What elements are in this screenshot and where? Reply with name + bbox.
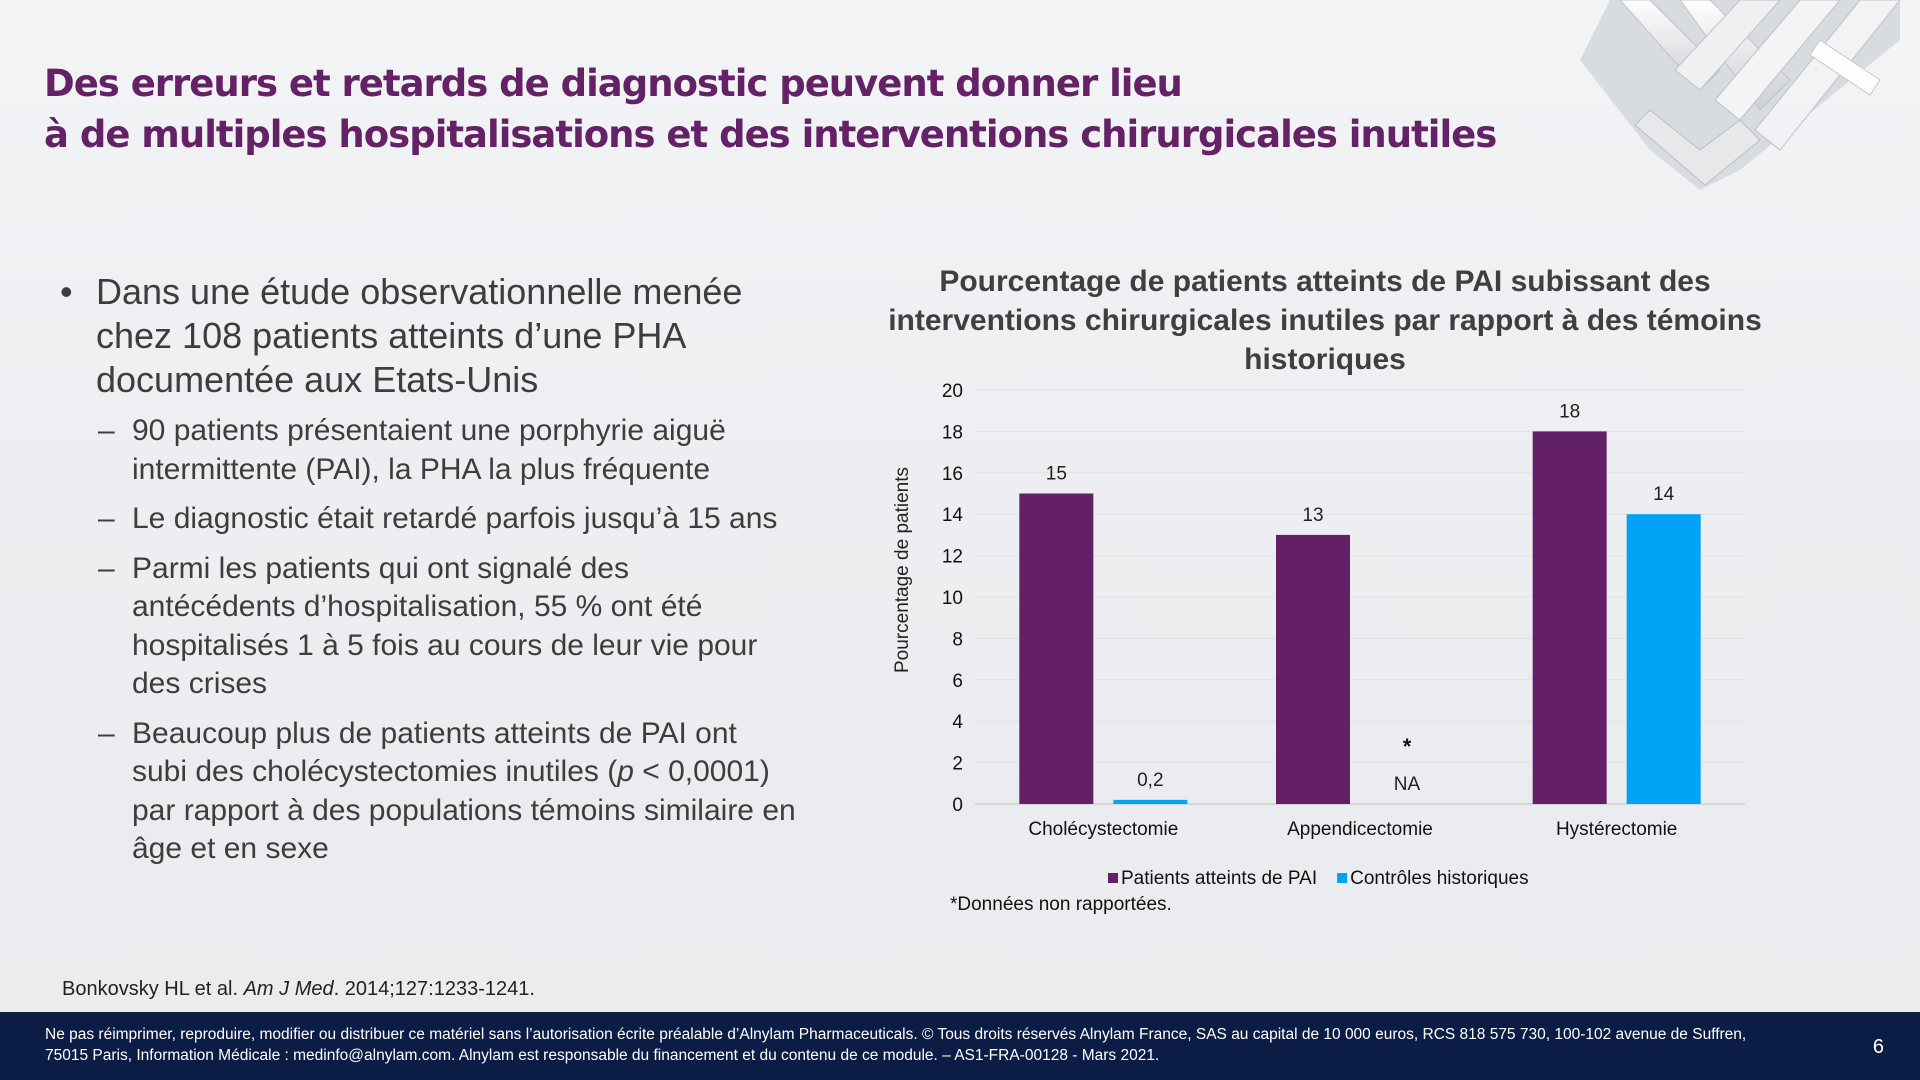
data-label: 13: [1302, 505, 1323, 526]
bullet-marker: •: [60, 271, 73, 312]
page-number: 6: [1872, 1036, 1884, 1058]
chart-footnote: *Données non rapportées.: [950, 894, 1172, 915]
reference-authors: Bonkovsky HL et al.: [62, 978, 239, 1000]
y-tick-label: 10: [942, 588, 963, 609]
legend-label: Patients atteints de PAI: [1121, 868, 1317, 889]
y-tick-label: 12: [942, 547, 963, 568]
y-tick-label: 8: [952, 629, 963, 650]
reference-journal: Am J Med: [243, 978, 334, 1000]
data-labels: 15 0,2 13 NA * 18 14: [1046, 401, 1675, 795]
slide-title: Des erreurs et retards de diagnostic peu…: [44, 58, 1497, 160]
x-tick-label: Appendicectomie: [1287, 819, 1433, 840]
sub-bullet-marker: –: [98, 414, 115, 447]
reference-details: . 2014;127:1233-1241.: [333, 978, 535, 1000]
bullet-text: Dans une étude observationnelle menée ch…: [96, 271, 743, 400]
legend-swatch: [1108, 873, 1118, 883]
y-tick-label: 2: [952, 754, 963, 775]
bar: [1532, 431, 1607, 804]
y-axis-label: Pourcentage de patients: [892, 467, 913, 673]
sub-bullet-marker: –: [98, 551, 115, 585]
sub-bullet-text: Le diagnostic était retardé parfois jusq…: [132, 502, 778, 535]
chart-legend: Patients atteints de PAI Contrôles histor…: [1108, 868, 1529, 889]
p-value-symbol: p: [617, 755, 634, 788]
y-tick-label: 20: [942, 381, 963, 402]
legend-swatch: [1337, 873, 1348, 883]
footer-disclaimer: Ne pas réimprimer, reproduire, modifier …: [45, 1026, 1747, 1064]
footer-bar: Ne pas réimprimer, reproduire, modifier …: [0, 1012, 1920, 1080]
data-label: 15: [1046, 464, 1067, 485]
reference-citation: Bonkovsky HL et al. Am J Med. 2014;127:1…: [62, 978, 535, 1001]
sub-bullet-marker: –: [98, 716, 115, 750]
chart-title: Pourcentage de patients atteints de PAI …: [888, 265, 1762, 376]
sub-bullet-item: – Parmi les patients qui ont signalé des…: [98, 550, 800, 704]
legend-label: Contrôles historiques: [1350, 868, 1528, 889]
chart-grid: [975, 389, 1745, 805]
y-tick-label: 6: [952, 671, 963, 692]
sub-bullet-item: – Le diagnostic était retardé parfois ju…: [98, 500, 800, 539]
bullet-list: • Dans une étude observationnelle menée …: [60, 270, 800, 880]
sub-bullet-text: Parmi les patients qui ont signalé des a…: [132, 551, 758, 701]
sub-bullet-marker: –: [98, 502, 115, 535]
bar-chart: Pourcentage de patients 0 2 4 6 8 10 12 14 16 18 2…: [892, 381, 1745, 915]
y-tick-label: 14: [942, 505, 964, 526]
y-tick-label: 18: [942, 422, 963, 443]
sub-bullet-item: – 90 patients présentaient une porphyrie…: [98, 412, 800, 489]
y-axis-ticks: 0 2 4 6 8 10 12 14 16 18 20: [942, 381, 964, 816]
bar: [1276, 534, 1350, 804]
y-tick-label: 16: [942, 464, 963, 485]
chart-bars: [1019, 431, 1701, 804]
data-label: 14: [1653, 484, 1675, 505]
slide-title-line-2: à de multiples hospitalisations et des i…: [44, 113, 1497, 156]
maze-decoration: [1580, 0, 1900, 190]
bar: [1113, 799, 1188, 804]
x-axis-ticks: Cholécystectomie Appendicectomie Hystérect…: [1028, 819, 1677, 840]
data-label: 0,2: [1137, 770, 1163, 791]
sub-bullet-text: 90 patients présentaient une porphyrie a…: [132, 414, 726, 486]
slide-title-line-1: Des erreurs et retards de diagnostic peu…: [44, 62, 1183, 105]
x-tick-label: Hystérectomie: [1556, 819, 1677, 840]
bar: [1626, 514, 1701, 804]
data-label: 18: [1559, 401, 1580, 422]
sub-bullet-text: Beaucoup plus de patients atteints de PA…: [132, 715, 800, 869]
sub-bullet-text-part: < 0,0001) par rapport à des populations …: [132, 755, 796, 865]
bullet-item: • Dans une étude observationnelle menée …: [60, 270, 800, 402]
annotation-marker: *: [1403, 734, 1412, 759]
sub-bullet-text-part: Beaucoup plus de patients atteints de PA…: [132, 716, 737, 789]
data-label: NA: [1394, 774, 1421, 795]
y-tick-label: 4: [952, 712, 963, 733]
y-tick-label: 0: [952, 795, 963, 816]
sub-bullet-item: – Beaucoup plus de patients atteints de …: [98, 715, 800, 869]
bar: [1019, 493, 1094, 804]
x-tick-label: Cholécystectomie: [1028, 819, 1178, 840]
